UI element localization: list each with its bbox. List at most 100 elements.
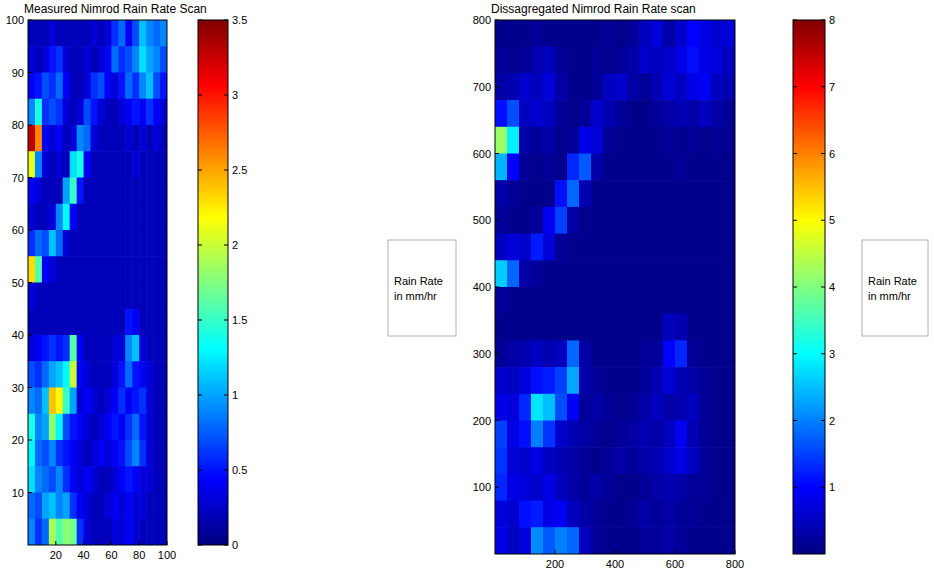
heatmap-cell	[98, 256, 106, 283]
colorbar-tick	[821, 287, 825, 288]
heatmap-cell	[146, 388, 154, 415]
heatmap-cell	[146, 256, 154, 283]
colorbar-tick	[821, 353, 825, 354]
heatmap-cell	[56, 519, 64, 545]
heatmap-cell	[687, 314, 700, 341]
heatmap-cell	[77, 46, 85, 73]
heatmap-cell	[675, 527, 688, 554]
heatmap-cell	[639, 260, 652, 287]
heatmap-cell	[28, 20, 36, 47]
heatmap-cell	[531, 154, 544, 181]
heatmap-cell	[104, 125, 112, 152]
heatmap-cell	[125, 309, 133, 336]
heatmap-cell	[603, 154, 616, 181]
y-tick-label: 90	[12, 67, 24, 79]
heatmap-cell	[63, 361, 71, 388]
colorbar-tick-label: 2	[829, 415, 835, 427]
heatmap-cell	[84, 151, 92, 178]
x-tick	[83, 541, 84, 545]
heatmap-cell	[77, 335, 85, 362]
heatmap-cell	[639, 127, 652, 154]
heatmap-cell	[35, 335, 43, 362]
heatmap-cell	[56, 125, 64, 152]
heatmap-cell	[507, 20, 520, 47]
heatmap-cell	[160, 178, 167, 205]
heatmap-cell	[35, 388, 43, 415]
heatmap-cell	[627, 127, 640, 154]
heatmap-cell	[84, 414, 92, 441]
heatmap-cell	[567, 287, 580, 314]
heatmap-cell	[139, 493, 147, 520]
heatmap-cell	[42, 151, 50, 178]
heatmap-cell	[63, 414, 71, 441]
heatmap-cell	[104, 20, 112, 47]
heatmap-cell	[723, 207, 735, 234]
heatmap-cell	[125, 230, 133, 257]
heatmap-cell	[104, 335, 112, 362]
heatmap-cell	[70, 73, 78, 100]
heatmap-cell	[543, 73, 556, 100]
heatmap-cell	[567, 340, 580, 367]
heatmap-cell	[579, 527, 592, 554]
y-tick	[495, 487, 499, 488]
heatmap-cell	[42, 99, 50, 126]
heatmap-cell	[603, 287, 616, 314]
heatmap-cell	[699, 447, 712, 474]
heatmap-cell	[687, 154, 700, 181]
heatmap-cell	[567, 73, 580, 100]
heatmap-cell	[28, 309, 36, 336]
heatmap-cell	[91, 519, 99, 545]
heatmap-cell	[139, 519, 147, 545]
heatmap-cell	[675, 180, 688, 207]
heatmap-cell	[77, 361, 85, 388]
colorbar-tick	[198, 545, 202, 546]
heatmap-cell	[555, 234, 568, 261]
chart-title: Dissagregated Nimrod Rain Rate scan	[491, 2, 696, 16]
heatmap-cell	[146, 283, 154, 310]
heatmap-cell	[495, 527, 508, 554]
heatmap-cell	[627, 154, 640, 181]
heatmap-cell	[146, 20, 154, 47]
heatmap-cell	[615, 20, 628, 47]
heatmap-cell	[160, 283, 167, 310]
heatmap-cell	[35, 20, 43, 47]
heatmap-cell	[495, 20, 508, 47]
heatmap-cell	[125, 178, 133, 205]
heatmap-cell	[591, 447, 604, 474]
heatmap-cell	[627, 287, 640, 314]
heatmap-cell	[627, 474, 640, 501]
y-tick	[495, 20, 499, 21]
heatmap-cell	[675, 73, 688, 100]
heatmap-cell	[507, 127, 520, 154]
heatmap-cell	[132, 204, 140, 231]
heatmap-cell	[132, 440, 140, 467]
heatmap-cell	[519, 340, 532, 367]
heatmap-cell	[627, 73, 640, 100]
heatmap-cell	[687, 394, 700, 421]
heatmap-cell	[63, 178, 71, 205]
heatmap-cell	[555, 207, 568, 234]
heatmap-cell	[555, 180, 568, 207]
colorbar-tick	[821, 220, 825, 221]
heatmap-cell	[663, 154, 676, 181]
heatmap-cell	[723, 527, 735, 554]
colorbar-tick	[224, 470, 228, 471]
heatmap-cell	[28, 519, 36, 545]
heatmap-cell	[153, 99, 161, 126]
plot-frame	[495, 20, 735, 554]
heatmap-cell	[603, 421, 616, 448]
heatmap-cell	[132, 283, 140, 310]
heatmap-cell	[567, 207, 580, 234]
heatmap-cell	[42, 20, 50, 47]
heatmap-cell	[555, 367, 568, 394]
heatmap-cell	[579, 47, 592, 74]
heatmap-cell	[495, 180, 508, 207]
heatmap-cell	[84, 283, 92, 310]
heatmap-cell	[507, 100, 520, 127]
heatmap-cell	[104, 361, 112, 388]
heatmap-cell	[627, 340, 640, 367]
heatmap-cell	[567, 421, 580, 448]
colorbar-tick-label: 3	[829, 348, 835, 360]
heatmap-cell	[627, 180, 640, 207]
heatmap-cell	[519, 207, 532, 234]
